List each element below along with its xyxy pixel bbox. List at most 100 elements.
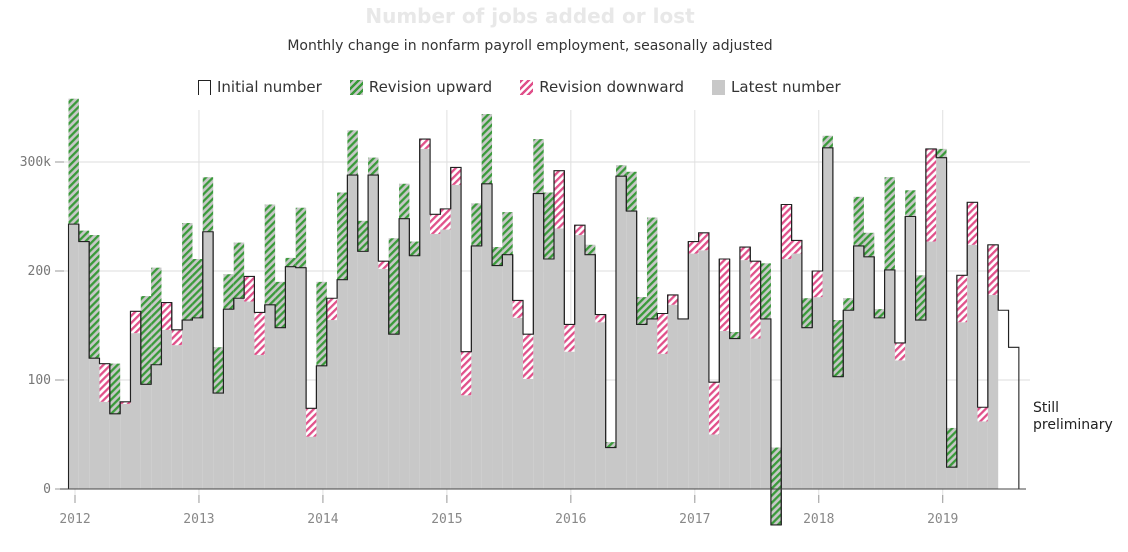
revision-downward <box>667 294 678 305</box>
revision-upward <box>801 298 813 328</box>
month-bar <box>202 177 214 489</box>
month-bar <box>388 238 400 489</box>
latest-bar <box>171 345 183 489</box>
revision-upward <box>543 192 555 260</box>
revision-upward <box>202 177 214 232</box>
revision-downward <box>708 382 720 435</box>
x-tick-label: 2012 <box>59 512 90 527</box>
revision-downward <box>719 259 730 331</box>
month-bar <box>739 247 751 489</box>
latest-bar <box>936 148 947 490</box>
month-bar <box>264 204 276 489</box>
month-bar <box>760 263 771 489</box>
latest-bar <box>89 235 100 489</box>
revision-downward <box>791 240 802 254</box>
latest-bar <box>202 177 214 489</box>
latest-bar <box>461 395 472 489</box>
latest-bar <box>533 139 544 490</box>
month-bar <box>564 324 575 489</box>
latest-bar <box>791 253 802 489</box>
latest-bar <box>99 401 110 489</box>
revision-downward <box>378 261 389 269</box>
month-bar <box>254 312 265 489</box>
month-bar <box>120 401 131 489</box>
latest-bar <box>492 247 503 489</box>
latest-bar <box>729 332 740 489</box>
x-tick-label: 2014 <box>307 512 338 527</box>
revision-downward <box>244 276 255 302</box>
latest-bar <box>192 259 203 489</box>
revision-downward <box>161 302 172 330</box>
revision-upward <box>615 165 627 177</box>
month-bar <box>585 244 596 489</box>
latest-bar <box>233 242 245 489</box>
month-bar <box>605 442 616 489</box>
latest-bar <box>595 322 606 489</box>
revision-downward <box>956 275 968 323</box>
revision-upward <box>729 332 740 339</box>
latest-bar <box>440 229 451 489</box>
month-bar <box>615 165 627 489</box>
latest-bar <box>223 274 234 489</box>
revision-upward <box>863 232 875 257</box>
revision-upward <box>533 139 544 194</box>
month-bar <box>956 275 968 489</box>
revision-upward <box>884 177 895 270</box>
revision-upward <box>399 183 410 219</box>
month-bar <box>936 148 947 490</box>
latest-bar <box>843 298 854 489</box>
revision-upward <box>585 244 596 255</box>
latest-bar <box>471 203 482 490</box>
revision-downward <box>925 148 937 242</box>
latest-bar <box>326 320 338 489</box>
month-bar <box>450 167 462 489</box>
x-tick-label: 2017 <box>679 512 710 527</box>
month-bar <box>832 320 844 489</box>
month-bar <box>698 232 709 489</box>
revision-upward <box>295 207 307 268</box>
revision-downward <box>523 334 534 379</box>
month-bar <box>492 247 503 489</box>
month-bar <box>337 192 348 489</box>
latest-bar <box>151 267 162 489</box>
latest-bar <box>450 184 462 489</box>
latest-bar <box>347 130 358 489</box>
month-bar <box>646 217 658 489</box>
legend-swatch-downward <box>520 79 534 95</box>
legend-label-latest: Latest number <box>731 78 841 96</box>
latest-bar <box>109 363 121 489</box>
month-bar <box>68 98 79 489</box>
latest-bar <box>130 333 141 489</box>
legend: Initial number Revision upward Revision … <box>198 78 841 96</box>
latest-bar <box>378 268 389 489</box>
month-bar <box>192 259 203 489</box>
month-bar <box>822 135 833 489</box>
revision-upward <box>636 297 647 325</box>
revision-upward <box>905 190 916 217</box>
latest-bar <box>863 232 875 489</box>
latest-bar <box>409 241 420 489</box>
month-bar <box>481 114 493 489</box>
latest-bar <box>605 442 616 489</box>
revision-upward <box>285 257 296 267</box>
revision-downward <box>306 408 317 437</box>
month-bar <box>595 314 606 489</box>
revision-upward <box>182 223 193 321</box>
month-bar <box>657 313 668 489</box>
latest-bar <box>337 192 348 489</box>
month-bar <box>182 223 193 490</box>
latest-bar <box>853 196 864 489</box>
latest-bar <box>667 304 678 489</box>
latest-bar <box>884 177 895 489</box>
latest-bar <box>657 353 668 489</box>
revision-upward <box>347 130 358 176</box>
month-bar <box>894 342 906 489</box>
y-tick-label: 300k <box>20 155 51 170</box>
legend-label-upward: Revision upward <box>368 78 493 96</box>
revision-downward <box>461 351 472 396</box>
month-bar <box>140 296 152 489</box>
latest-bar <box>739 260 751 489</box>
latest-bar <box>574 235 585 489</box>
revision-downward <box>99 363 110 402</box>
month-bar <box>399 183 410 490</box>
